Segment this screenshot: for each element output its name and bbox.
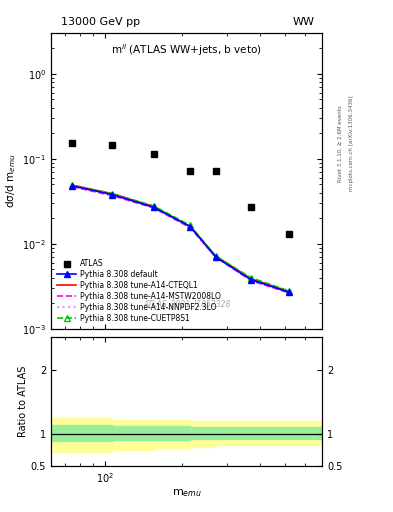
Pythia 8.308 tune-CUETP8S1 [188, 222, 193, 228]
Pythia 8.308 tune-A14-MSTW2008LO [151, 205, 156, 211]
Pythia 8.308 default [286, 289, 291, 295]
Text: 13000 GeV pp: 13000 GeV pp [61, 16, 140, 27]
Line: Pythia 8.308 tune-A14-CTEQL1: Pythia 8.308 tune-A14-CTEQL1 [72, 185, 289, 291]
Pythia 8.308 tune-A14-NNPDF2.3LO [188, 223, 193, 229]
Pythia 8.308 tune-A14-NNPDF2.3LO [249, 276, 253, 283]
Pythia 8.308 tune-A14-CTEQL1 [70, 182, 75, 188]
ATLAS [286, 231, 291, 237]
ATLAS [151, 151, 156, 157]
Text: m$^{ll}$ (ATLAS WW+jets, b veto): m$^{ll}$ (ATLAS WW+jets, b veto) [111, 42, 262, 58]
ATLAS [70, 140, 75, 146]
ATLAS [213, 168, 218, 174]
Pythia 8.308 tune-A14-MSTW2008LO [213, 254, 218, 260]
Pythia 8.308 default [110, 191, 114, 198]
Y-axis label: Ratio to ATLAS: Ratio to ATLAS [18, 366, 28, 437]
Pythia 8.308 default [70, 183, 75, 189]
Pythia 8.308 tune-A14-MSTW2008LO [286, 290, 291, 296]
Pythia 8.308 tune-A14-MSTW2008LO [188, 225, 193, 231]
Pythia 8.308 tune-A14-NNPDF2.3LO [213, 254, 218, 260]
Pythia 8.308 tune-A14-NNPDF2.3LO [70, 183, 75, 189]
Pythia 8.308 default [249, 276, 253, 283]
Line: ATLAS: ATLAS [69, 140, 292, 238]
ATLAS [249, 204, 253, 210]
Pythia 8.308 default [213, 254, 218, 260]
ATLAS [110, 142, 114, 148]
Y-axis label: dσ/d m$_{emu}$: dσ/d m$_{emu}$ [4, 154, 18, 208]
Pythia 8.308 default [151, 204, 156, 210]
Text: WW: WW [292, 16, 314, 27]
Text: mcplots.cern.ch [arXiv:1306.3436]: mcplots.cern.ch [arXiv:1306.3436] [349, 96, 354, 191]
Legend: ATLAS, Pythia 8.308 default, Pythia 8.308 tune-A14-CTEQL1, Pythia 8.308 tune-A14: ATLAS, Pythia 8.308 default, Pythia 8.30… [55, 257, 223, 325]
Pythia 8.308 tune-CUETP8S1 [286, 288, 291, 294]
Pythia 8.308 tune-A14-NNPDF2.3LO [110, 191, 114, 198]
Pythia 8.308 tune-A14-CTEQL1 [249, 275, 253, 282]
Pythia 8.308 tune-A14-CTEQL1 [110, 190, 114, 197]
Pythia 8.308 tune-A14-NNPDF2.3LO [151, 204, 156, 210]
Text: Rivet 3.1.10, ≥ 2.6M events: Rivet 3.1.10, ≥ 2.6M events [338, 105, 342, 182]
Pythia 8.308 default [188, 223, 193, 229]
Pythia 8.308 tune-A14-MSTW2008LO [249, 278, 253, 284]
Pythia 8.308 tune-A14-CTEQL1 [151, 203, 156, 209]
Pythia 8.308 tune-CUETP8S1 [70, 182, 75, 188]
Line: Pythia 8.308 tune-CUETP8S1: Pythia 8.308 tune-CUETP8S1 [70, 182, 292, 294]
Line: Pythia 8.308 default: Pythia 8.308 default [70, 183, 292, 295]
Line: Pythia 8.308 tune-A14-NNPDF2.3LO: Pythia 8.308 tune-A14-NNPDF2.3LO [72, 186, 289, 292]
Pythia 8.308 tune-CUETP8S1 [213, 253, 218, 259]
Pythia 8.308 tune-A14-NNPDF2.3LO [286, 289, 291, 295]
Pythia 8.308 tune-CUETP8S1 [110, 190, 114, 197]
Pythia 8.308 tune-CUETP8S1 [151, 203, 156, 209]
Pythia 8.308 tune-A14-CTEQL1 [188, 223, 193, 229]
Pythia 8.308 tune-A14-MSTW2008LO [110, 193, 114, 199]
Pythia 8.308 tune-A14-CTEQL1 [213, 253, 218, 259]
Pythia 8.308 tune-A14-MSTW2008LO [70, 184, 75, 190]
Line: Pythia 8.308 tune-A14-MSTW2008LO: Pythia 8.308 tune-A14-MSTW2008LO [72, 187, 289, 293]
Pythia 8.308 tune-A14-CTEQL1 [286, 288, 291, 294]
Pythia 8.308 tune-CUETP8S1 [249, 274, 253, 281]
Text: ATLAS_2021_I1852328: ATLAS_2021_I1852328 [143, 299, 230, 308]
ATLAS [188, 168, 193, 174]
X-axis label: m$_{emu}$: m$_{emu}$ [172, 487, 202, 499]
